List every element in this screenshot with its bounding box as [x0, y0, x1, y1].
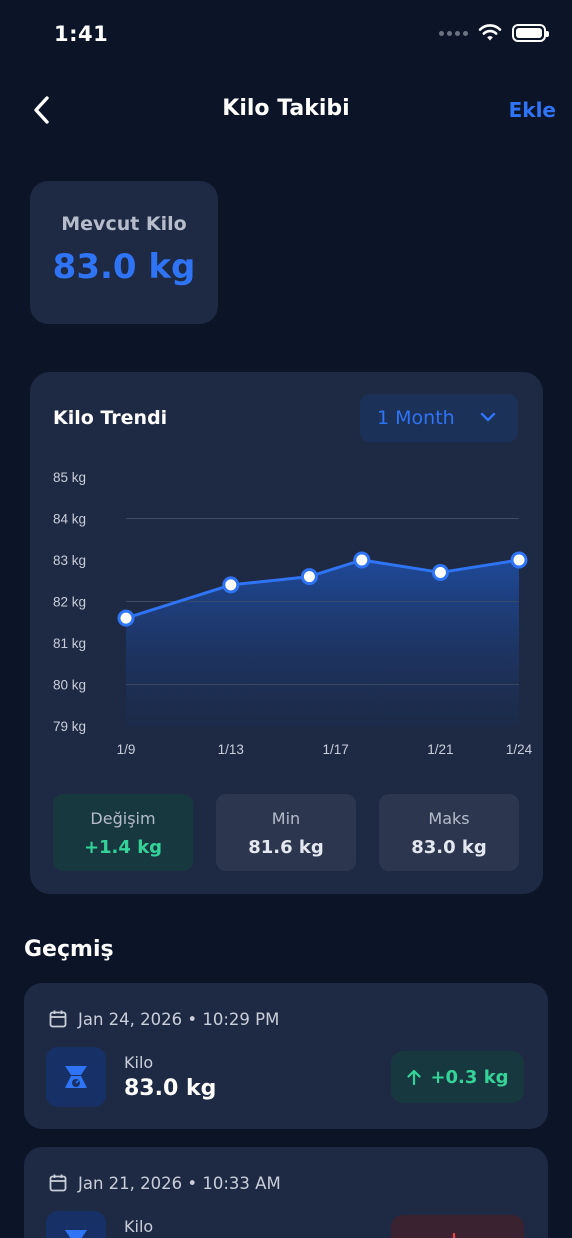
back-button[interactable] [28, 94, 58, 126]
x-tick-label: 1/24 [506, 742, 533, 757]
entry-weight-value: 83.0 kg [124, 1076, 217, 1101]
trend-line [125, 558, 520, 620]
y-tick-label: 81 kg [53, 636, 86, 651]
scale-icon [65, 1230, 87, 1238]
page-title: Kilo Takibi [222, 96, 350, 121]
data-point [300, 568, 318, 586]
change-stat: Değişim +1.4 kg [53, 794, 193, 871]
trend-title: Kilo Trendi [53, 407, 168, 429]
weight-delta-value: +0.3 kg [430, 1066, 509, 1088]
trend-area [126, 560, 519, 726]
y-tick-label: 82 kg [53, 595, 86, 610]
y-tick-label: 85 kg [53, 470, 86, 485]
arrow-up-icon [407, 1069, 422, 1086]
scale-icon-tile [46, 1211, 106, 1238]
entry-label: Kilo [124, 1217, 154, 1236]
max-stat-value: 83.0 kg [411, 837, 487, 858]
signal-icon [439, 30, 468, 36]
y-tick-label: 83 kg [53, 553, 86, 568]
scale-icon-tile [46, 1047, 106, 1107]
min-stat-value: 81.6 kg [248, 837, 324, 858]
calendar-icon [49, 1174, 67, 1192]
calendar-icon [49, 1010, 67, 1028]
weight-delta-badge [391, 1215, 524, 1238]
x-tick-label: 1/17 [322, 742, 348, 757]
data-point [431, 563, 449, 581]
weight-trend-chart: 85 kg 84 kg 83 kg 82 kg 81 kg 80 kg 79 kg 1/9 1/… [53, 470, 533, 757]
entry-label: Kilo [124, 1053, 154, 1072]
wifi-icon [478, 24, 502, 41]
status-time: 1:41 [54, 22, 109, 46]
entry-date-row: Jan 21, 2026 • 10:33 AM [48, 1173, 281, 1193]
y-tick-label: 84 kg [53, 512, 86, 527]
weight-trend-card: Kilo Trendi 1 Month 85 kg 84 kg 83 kg 82 kg… [30, 372, 543, 894]
change-stat-value: +1.4 kg [83, 837, 163, 858]
y-tick-label: 79 kg [53, 719, 86, 734]
status-icons [439, 24, 549, 42]
history-entry[interactable]: Jan 21, 2026 • 10:33 AM Kilo [24, 1147, 548, 1238]
history-heading: Geçmiş [24, 937, 114, 962]
current-weight-card: Mevcut Kilo 83.0 kg [30, 181, 218, 324]
history-entry[interactable]: Jan 24, 2026 • 10:29 PM Kilo 83.0 kg +0.… [24, 983, 548, 1129]
scale-icon [65, 1066, 87, 1088]
data-point [117, 609, 135, 627]
x-tick-label: 1/13 [218, 742, 244, 757]
add-button[interactable]: Ekle [508, 98, 556, 122]
y-tick-label: 80 kg [53, 678, 86, 693]
entry-date-row: Jan 24, 2026 • 10:29 PM [48, 1009, 279, 1029]
weight-delta-badge: +0.3 kg [391, 1051, 524, 1103]
x-tick-label: 1/9 [117, 742, 136, 757]
max-stat-label: Maks [428, 809, 470, 828]
chevron-down-icon [480, 412, 496, 422]
data-point [222, 576, 240, 594]
arrow-down-icon [452, 1232, 455, 1238]
entry-date: Jan 21, 2026 • 10:33 AM [78, 1173, 281, 1193]
battery-icon [512, 24, 549, 42]
status-bar: 1:41 [0, 0, 572, 72]
current-weight-value: 83.0 kg [52, 247, 196, 287]
data-point [510, 551, 528, 569]
entry-date: Jan 24, 2026 • 10:29 PM [78, 1009, 280, 1029]
min-stat-label: Min [271, 809, 301, 828]
chevron-left-icon [34, 96, 49, 124]
current-weight-label: Mevcut Kilo [61, 213, 187, 235]
navigation-bar: Kilo Takibi Ekle [0, 86, 572, 136]
min-stat: Min 81.6 kg [216, 794, 356, 871]
change-stat-label: Değişim [90, 809, 156, 828]
x-tick-label: 1/21 [427, 742, 453, 757]
period-dropdown[interactable]: 1 Month [360, 394, 518, 442]
max-stat: Maks 83.0 kg [379, 794, 519, 871]
data-point [353, 551, 371, 569]
period-dropdown-value: 1 Month [377, 407, 455, 429]
